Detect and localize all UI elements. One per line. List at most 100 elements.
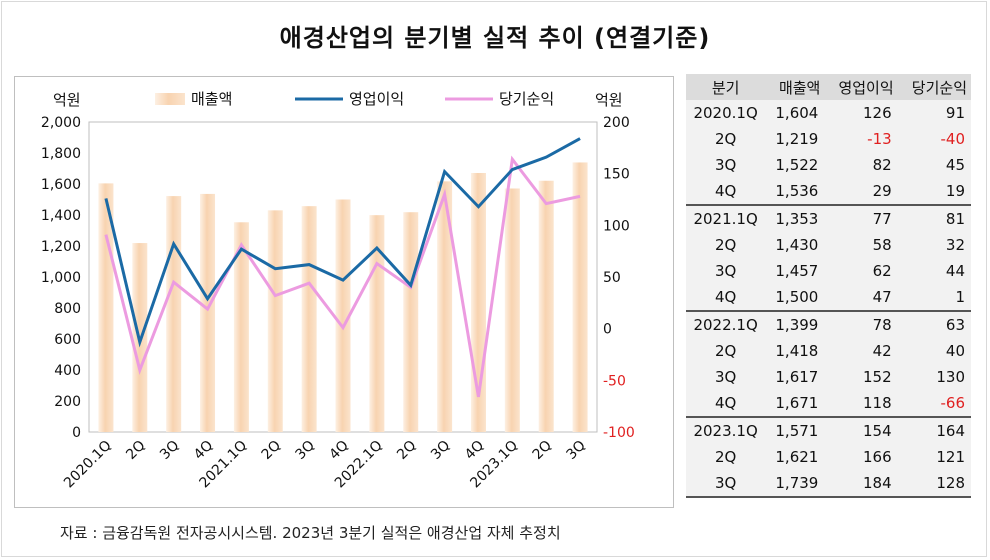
- y-left-tick-label: 2,000: [41, 115, 81, 131]
- table-header-row: 분기 매출액 영업이익 당기순익: [686, 74, 971, 100]
- bar-sales: [267, 210, 283, 432]
- x-tick-label: 2Q: [259, 438, 284, 463]
- table-cell-q: 3Q: [686, 470, 766, 498]
- x-tick-label: 2Q: [123, 438, 148, 463]
- table-row: 2023.1Q 1,571 154 164: [686, 416, 971, 444]
- y-left-tick-label: 1,800: [41, 146, 81, 162]
- table-cell-net: 32: [897, 232, 971, 258]
- bar-sales: [504, 188, 520, 432]
- table-cell-net: 19: [897, 178, 971, 205]
- x-tick-label: 3Q: [428, 438, 453, 463]
- table-cell-q: 2020.1Q: [686, 100, 766, 126]
- table-cell-op: 82: [824, 152, 898, 178]
- table-cell-net: 1: [897, 284, 971, 311]
- table-row: 2022.1Q 1,399 78 63: [686, 310, 971, 338]
- combo-chart: 0 200 400 600 800 1,000 1,200 1,400 1,600 1,800 2,…: [41, 90, 635, 492]
- table-cell-op: 29: [824, 178, 898, 205]
- bar-sales: [335, 199, 351, 432]
- table-cell-op: 58: [824, 232, 898, 258]
- table-cell-sales: 1,500: [765, 284, 825, 311]
- y-left-tick-label: 200: [54, 394, 81, 410]
- x-tick-label: 3Q: [157, 438, 182, 463]
- table-cell-op: -13: [824, 126, 898, 152]
- y-right-tick-label: 50: [603, 270, 621, 286]
- table-cell-op: 42: [824, 338, 898, 364]
- table-row: 2020.1Q 1,604 126 91: [686, 100, 971, 126]
- x-tick-label: 4Q: [462, 438, 487, 463]
- table-row: 2Q 1,430 58 32: [686, 232, 971, 258]
- table-cell-q: 2Q: [686, 444, 766, 470]
- table-row: 2021.1Q 1,353 77 81: [686, 204, 971, 232]
- table-cell-op: 154: [824, 416, 898, 444]
- table-cell-net: 40: [897, 338, 971, 364]
- y-right-tick-label: -100: [603, 425, 635, 441]
- bar-sales: [437, 181, 453, 432]
- table-cell-sales: 1,219: [765, 126, 825, 152]
- table-row: 3Q 1,617 152 130: [686, 364, 971, 390]
- x-tick-label: 2020.1Q: [61, 438, 115, 492]
- table-row: 4Q 1,500 47 1: [686, 284, 971, 311]
- table-cell-op: 118: [824, 390, 898, 417]
- table-cell-q: 2023.1Q: [686, 416, 766, 444]
- bar-sales: [233, 222, 249, 432]
- table-cell-net: 44: [897, 258, 971, 284]
- bar-sales: [166, 196, 182, 432]
- y-left-tick-label: 0: [72, 425, 81, 441]
- table-cell-q: 3Q: [686, 364, 766, 390]
- header-sales: 매출액: [765, 74, 825, 100]
- table-cell-q: 4Q: [686, 178, 766, 205]
- page-title: 애경산업의 분기별 실적 추이 (연결기준): [279, 24, 711, 52]
- y-left-tick-label: 400: [54, 363, 81, 379]
- x-tick-label: 2Q: [530, 438, 555, 463]
- table-cell-net: 63: [897, 310, 971, 338]
- table-cell-op: 184: [824, 470, 898, 498]
- table-cell-q: 2Q: [686, 126, 766, 152]
- x-tick-label: 4Q: [191, 438, 216, 463]
- source-note: 자료 : 금융감독원 전자공시시스템. 2023년 3분기 실적은 애경산업 자…: [60, 524, 561, 542]
- bar-sales: [572, 162, 588, 432]
- y-left-tick-label: 600: [54, 332, 81, 348]
- table-cell-q: 2022.1Q: [686, 310, 766, 338]
- table-row: 2Q 1,621 166 121: [686, 444, 971, 470]
- bar-sales: [538, 180, 554, 432]
- bar-sales: [403, 212, 419, 432]
- table-cell-op: 126: [824, 100, 898, 126]
- table-cell-q: 3Q: [686, 258, 766, 284]
- y-right-tick-label: -50: [603, 373, 626, 389]
- bar-sales: [301, 206, 317, 432]
- table-cell-net: 164: [897, 416, 971, 444]
- table-cell-q: 2Q: [686, 232, 766, 258]
- table-cell-op: 77: [824, 204, 898, 232]
- table-cell-sales: 1,522: [765, 152, 825, 178]
- legend-label-op: 영업이익: [349, 90, 404, 108]
- x-tick-label: 3Q: [293, 438, 318, 463]
- table-cell-op: 47: [824, 284, 898, 311]
- table-cell-sales: 1,457: [765, 258, 825, 284]
- y-left-tick-label: 1,600: [41, 177, 81, 193]
- header-net: 당기순익: [897, 74, 971, 100]
- table-cell-net: 128: [897, 470, 971, 498]
- table-cell-net: 81: [897, 204, 971, 232]
- table-cell-net: 121: [897, 444, 971, 470]
- line-operating-profit: [104, 137, 581, 348]
- legend-label-net: 당기순익: [499, 90, 554, 108]
- y-left-axis-label: 억원: [53, 91, 81, 109]
- table-cell-net: 45: [897, 152, 971, 178]
- chart-panel: 0 200 400 600 800 1,000 1,200 1,400 1,600 1,800 2,…: [14, 76, 674, 508]
- table-cell-sales: 1,418: [765, 338, 825, 364]
- table-row: 2Q 1,418 42 40: [686, 338, 971, 364]
- table-cell-sales: 1,399: [765, 310, 825, 338]
- y-right-tick-label: 100: [603, 218, 630, 234]
- table-cell-op: 166: [824, 444, 898, 470]
- table-row: 4Q 1,671 118 -66: [686, 390, 971, 417]
- table-cell-net: -40: [897, 126, 971, 152]
- table-cell-sales: 1,353: [765, 204, 825, 232]
- y-right-axis-label: 억원: [595, 91, 623, 109]
- table-row: 3Q 1,522 82 45: [686, 152, 971, 178]
- legend-label-sales: 매출액: [191, 90, 232, 108]
- x-tick-label: 4Q: [326, 438, 351, 463]
- table-cell-op: 62: [824, 258, 898, 284]
- table-cell-q: 2Q: [686, 338, 766, 364]
- y-left-tick-label: 1,400: [41, 208, 81, 224]
- table-cell-sales: 1,739: [765, 470, 825, 498]
